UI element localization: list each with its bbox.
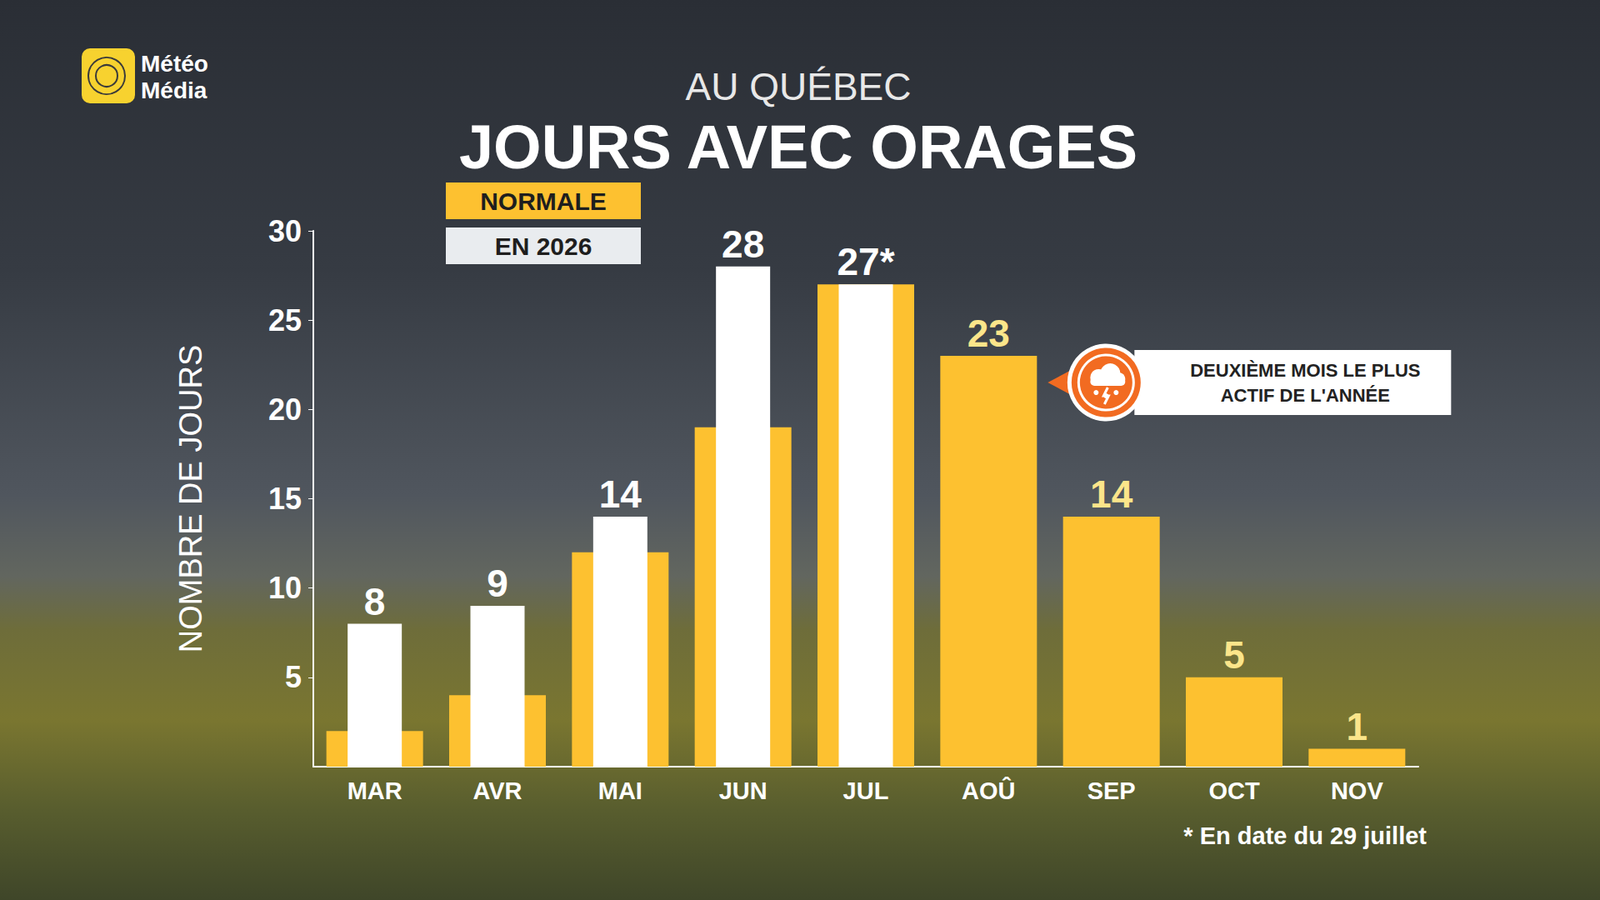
svg-text:NOMBRE DE JOURS: NOMBRE DE JOURS <box>173 345 209 653</box>
svg-text:9: 9 <box>486 561 509 605</box>
svg-text:15: 15 <box>268 481 302 516</box>
svg-text:AVR: AVR <box>472 777 522 805</box>
svg-text:30: 30 <box>268 214 302 249</box>
svg-text:JUL: JUL <box>843 777 890 805</box>
svg-text:NOV: NOV <box>1330 777 1385 805</box>
svg-text:14: 14 <box>599 472 643 516</box>
svg-text:SEP: SEP <box>1087 777 1136 805</box>
svg-text:Météo: Météo <box>140 50 209 77</box>
svg-text:JOURS AVEC ORAGES: JOURS AVEC ORAGES <box>459 112 1138 182</box>
svg-text:MAR: MAR <box>347 777 403 805</box>
svg-text:28: 28 <box>721 222 765 266</box>
svg-text:8: 8 <box>364 580 386 624</box>
svg-text:EN 2026: EN 2026 <box>495 232 593 260</box>
svg-text:14: 14 <box>1090 472 1134 516</box>
svg-text:* En date du 29 juillet: * En date du 29 juillet <box>1183 822 1427 850</box>
svg-text:5: 5 <box>1223 633 1245 677</box>
svg-text:10: 10 <box>268 570 302 605</box>
svg-text:NORMALE: NORMALE <box>480 187 607 215</box>
svg-text:25: 25 <box>268 303 302 338</box>
svg-text:JUN: JUN <box>719 777 768 805</box>
svg-text:AOÛ: AOÛ <box>961 776 1015 805</box>
svg-text:Média: Média <box>140 77 208 104</box>
svg-text:23: 23 <box>967 311 1010 355</box>
svg-text:27*: 27* <box>836 240 895 284</box>
svg-text:DEUXIÈME MOIS LE PLUS: DEUXIÈME MOIS LE PLUS <box>1190 360 1420 381</box>
svg-text:AU QUÉBEC: AU QUÉBEC <box>685 65 912 109</box>
svg-text:ACTIF DE L'ANNÉE: ACTIF DE L'ANNÉE <box>1220 385 1390 406</box>
svg-text:1: 1 <box>1346 705 1369 749</box>
svg-text:MAI: MAI <box>598 777 643 805</box>
svg-text:OCT: OCT <box>1208 777 1260 805</box>
svg-text:20: 20 <box>268 392 302 427</box>
svg-text:5: 5 <box>285 660 302 695</box>
